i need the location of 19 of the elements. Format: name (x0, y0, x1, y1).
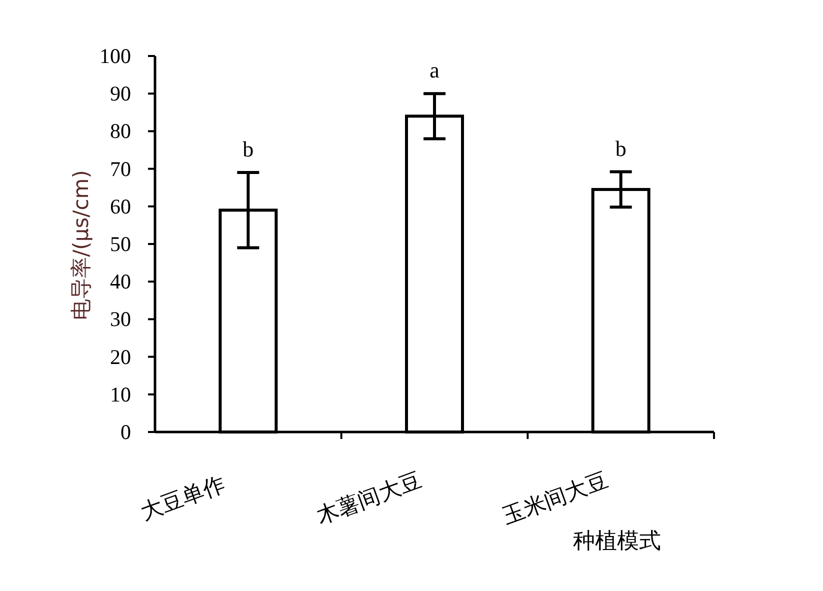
y-tick-label: 10 (110, 382, 131, 406)
y-tick-label: 20 (110, 344, 131, 369)
y-tick-label: 70 (110, 156, 131, 181)
annotation: b (242, 136, 254, 162)
y-tick-label: 100 (100, 44, 131, 68)
y-tick-label: 90 (110, 82, 131, 106)
y-tick-label: 0 (120, 420, 131, 444)
annotation: b (615, 136, 626, 161)
y-tick-label: 80 (110, 119, 131, 144)
y-tick-label: 40 (110, 270, 131, 294)
annotation: a (430, 58, 440, 83)
y-tick-label: 50 (110, 232, 131, 256)
x-tick-label: 木薯间大豆 (313, 468, 426, 530)
y-tick-label: 30 (110, 307, 131, 332)
x-tick-label: 玉米间大豆 (500, 468, 612, 530)
y-axis-title: 电导率/(μs/cm) (69, 170, 93, 320)
x-axis-title: 种植模式 (573, 529, 661, 554)
x-tick-label: 大豆单作 (137, 472, 229, 526)
y-tick-label: 60 (110, 194, 131, 218)
